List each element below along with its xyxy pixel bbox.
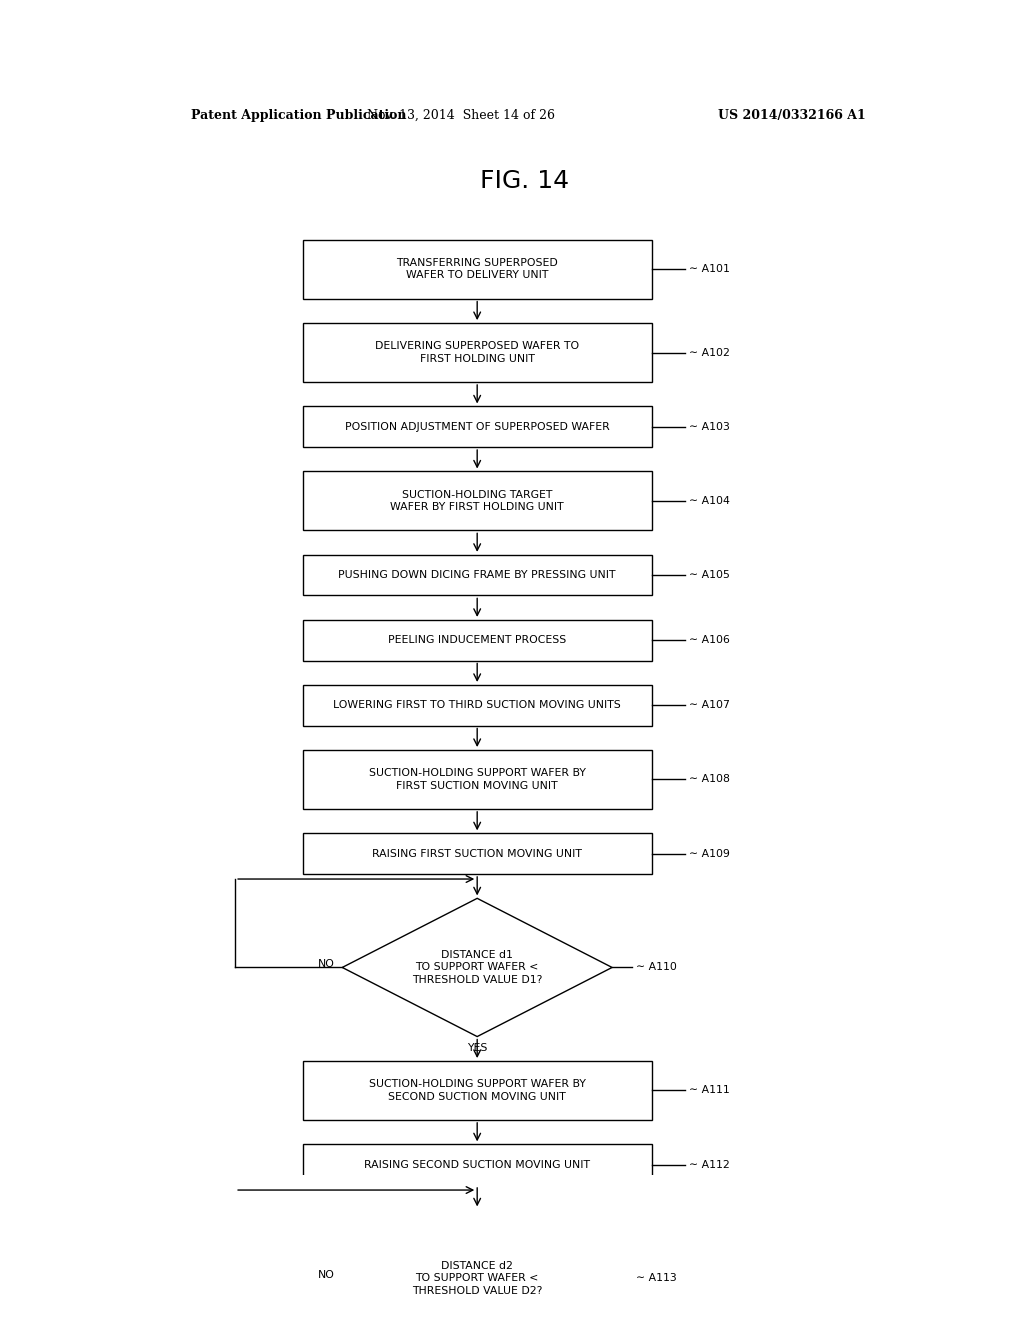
Text: SUCTION-HOLDING SUPPORT WAFER BY
FIRST SUCTION MOVING UNIT: SUCTION-HOLDING SUPPORT WAFER BY FIRST S… — [369, 768, 586, 791]
Text: FIG. 14: FIG. 14 — [480, 169, 569, 193]
FancyBboxPatch shape — [303, 407, 652, 447]
Text: RAISING FIRST SUCTION MOVING UNIT: RAISING FIRST SUCTION MOVING UNIT — [373, 849, 582, 858]
FancyBboxPatch shape — [303, 471, 652, 531]
FancyBboxPatch shape — [303, 323, 652, 381]
FancyBboxPatch shape — [303, 750, 652, 809]
Text: Patent Application Publication: Patent Application Publication — [191, 108, 407, 121]
Text: ∼ A106: ∼ A106 — [689, 635, 730, 645]
Polygon shape — [342, 1209, 612, 1320]
Text: ∼ A112: ∼ A112 — [689, 1160, 730, 1170]
Text: ∼ A101: ∼ A101 — [689, 264, 730, 275]
Text: ∼ A113: ∼ A113 — [636, 1274, 677, 1283]
FancyBboxPatch shape — [303, 240, 652, 298]
Text: ∼ A109: ∼ A109 — [689, 849, 730, 858]
Text: Nov. 13, 2014  Sheet 14 of 26: Nov. 13, 2014 Sheet 14 of 26 — [368, 108, 555, 121]
Text: NO: NO — [317, 960, 334, 969]
Text: RAISING SECOND SUCTION MOVING UNIT: RAISING SECOND SUCTION MOVING UNIT — [365, 1160, 590, 1170]
Text: ∼ A107: ∼ A107 — [689, 700, 730, 710]
Text: SUCTION-HOLDING TARGET
WAFER BY FIRST HOLDING UNIT: SUCTION-HOLDING TARGET WAFER BY FIRST HO… — [390, 490, 564, 512]
Text: ∼ A108: ∼ A108 — [689, 775, 730, 784]
Text: DISTANCE d1
TO SUPPORT WAFER <
THRESHOLD VALUE D1?: DISTANCE d1 TO SUPPORT WAFER < THRESHOLD… — [412, 950, 543, 985]
Text: DELIVERING SUPERPOSED WAFER TO
FIRST HOLDING UNIT: DELIVERING SUPERPOSED WAFER TO FIRST HOL… — [375, 342, 580, 364]
Text: ∼ A102: ∼ A102 — [689, 347, 730, 358]
Text: ∼ A103: ∼ A103 — [689, 421, 730, 432]
Text: ∼ A104: ∼ A104 — [689, 496, 730, 506]
Text: ∼ A110: ∼ A110 — [636, 962, 677, 973]
FancyBboxPatch shape — [303, 554, 652, 595]
FancyBboxPatch shape — [303, 1061, 652, 1119]
FancyBboxPatch shape — [303, 685, 652, 726]
FancyBboxPatch shape — [303, 833, 652, 874]
Text: US 2014/0332166 A1: US 2014/0332166 A1 — [718, 108, 866, 121]
Text: YES: YES — [467, 1043, 487, 1052]
Text: PEELING INDUCEMENT PROCESS: PEELING INDUCEMENT PROCESS — [388, 635, 566, 645]
Text: PUSHING DOWN DICING FRAME BY PRESSING UNIT: PUSHING DOWN DICING FRAME BY PRESSING UN… — [339, 570, 615, 579]
Text: DISTANCE d2
TO SUPPORT WAFER <
THRESHOLD VALUE D2?: DISTANCE d2 TO SUPPORT WAFER < THRESHOLD… — [412, 1261, 543, 1296]
Polygon shape — [342, 899, 612, 1036]
Text: ∼ A105: ∼ A105 — [689, 570, 730, 579]
Text: LOWERING FIRST TO THIRD SUCTION MOVING UNITS: LOWERING FIRST TO THIRD SUCTION MOVING U… — [333, 700, 622, 710]
FancyBboxPatch shape — [303, 620, 652, 660]
Text: ∼ A111: ∼ A111 — [689, 1085, 730, 1096]
Text: NO: NO — [317, 1270, 334, 1280]
Text: TRANSFERRING SUPERPOSED
WAFER TO DELIVERY UNIT: TRANSFERRING SUPERPOSED WAFER TO DELIVER… — [396, 257, 558, 280]
Text: SUCTION-HOLDING SUPPORT WAFER BY
SECOND SUCTION MOVING UNIT: SUCTION-HOLDING SUPPORT WAFER BY SECOND … — [369, 1080, 586, 1102]
FancyBboxPatch shape — [303, 1144, 652, 1185]
Text: POSITION ADJUSTMENT OF SUPERPOSED WAFER: POSITION ADJUSTMENT OF SUPERPOSED WAFER — [345, 421, 609, 432]
